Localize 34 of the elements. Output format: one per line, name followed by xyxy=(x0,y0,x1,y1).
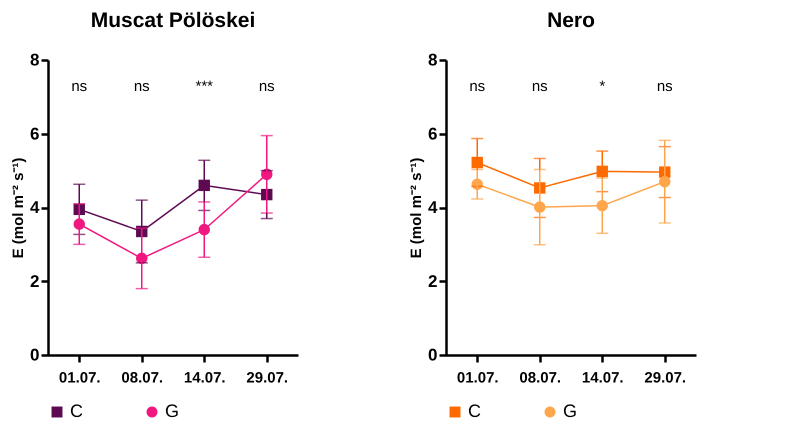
legend-label: G xyxy=(165,401,180,421)
annotation: ns xyxy=(258,78,275,95)
y-tick-label: 6 xyxy=(30,124,40,144)
annotation: *** xyxy=(195,78,214,95)
annotation: ns xyxy=(656,78,673,95)
annotation: ns xyxy=(469,78,486,95)
annotation: ns xyxy=(71,78,88,95)
x-tick-label: 01.07. xyxy=(456,370,499,386)
annotation: ns xyxy=(134,78,150,95)
y-tick-label: 4 xyxy=(428,198,438,217)
y-axis-title: E (mol m⁻² s⁻¹) xyxy=(408,158,426,258)
x-tick-label: 08.07. xyxy=(121,370,164,386)
chart-title: Muscat Pölöskei xyxy=(90,9,256,32)
y-tick-label: 2 xyxy=(428,272,438,291)
y-tick-label: 8 xyxy=(428,50,438,70)
x-tick-label: 29.07. xyxy=(246,370,288,386)
legend-label: C xyxy=(70,401,83,421)
x-tick-label: 14.07. xyxy=(582,370,624,386)
x-tick-label: 08.07. xyxy=(519,370,562,386)
chart-title: Nero xyxy=(547,9,595,32)
annotation: * xyxy=(599,78,606,95)
x-tick-label: 01.07. xyxy=(58,370,101,386)
y-tick-label: 8 xyxy=(30,50,40,70)
y-tick-label: 0 xyxy=(30,346,40,364)
legend-label: G xyxy=(563,401,578,421)
y-tick-label: 4 xyxy=(30,198,40,217)
annotation: ns xyxy=(532,78,548,95)
legend-label: C xyxy=(468,401,481,421)
y-tick-label: 0 xyxy=(428,346,438,364)
y-tick-label: 2 xyxy=(30,272,40,291)
y-tick-label: 6 xyxy=(428,124,438,144)
y-axis-title: E (mol m⁻² s⁻¹) xyxy=(10,158,28,258)
x-tick-label: 29.07. xyxy=(644,370,686,386)
x-tick-label: 14.07. xyxy=(184,370,226,386)
